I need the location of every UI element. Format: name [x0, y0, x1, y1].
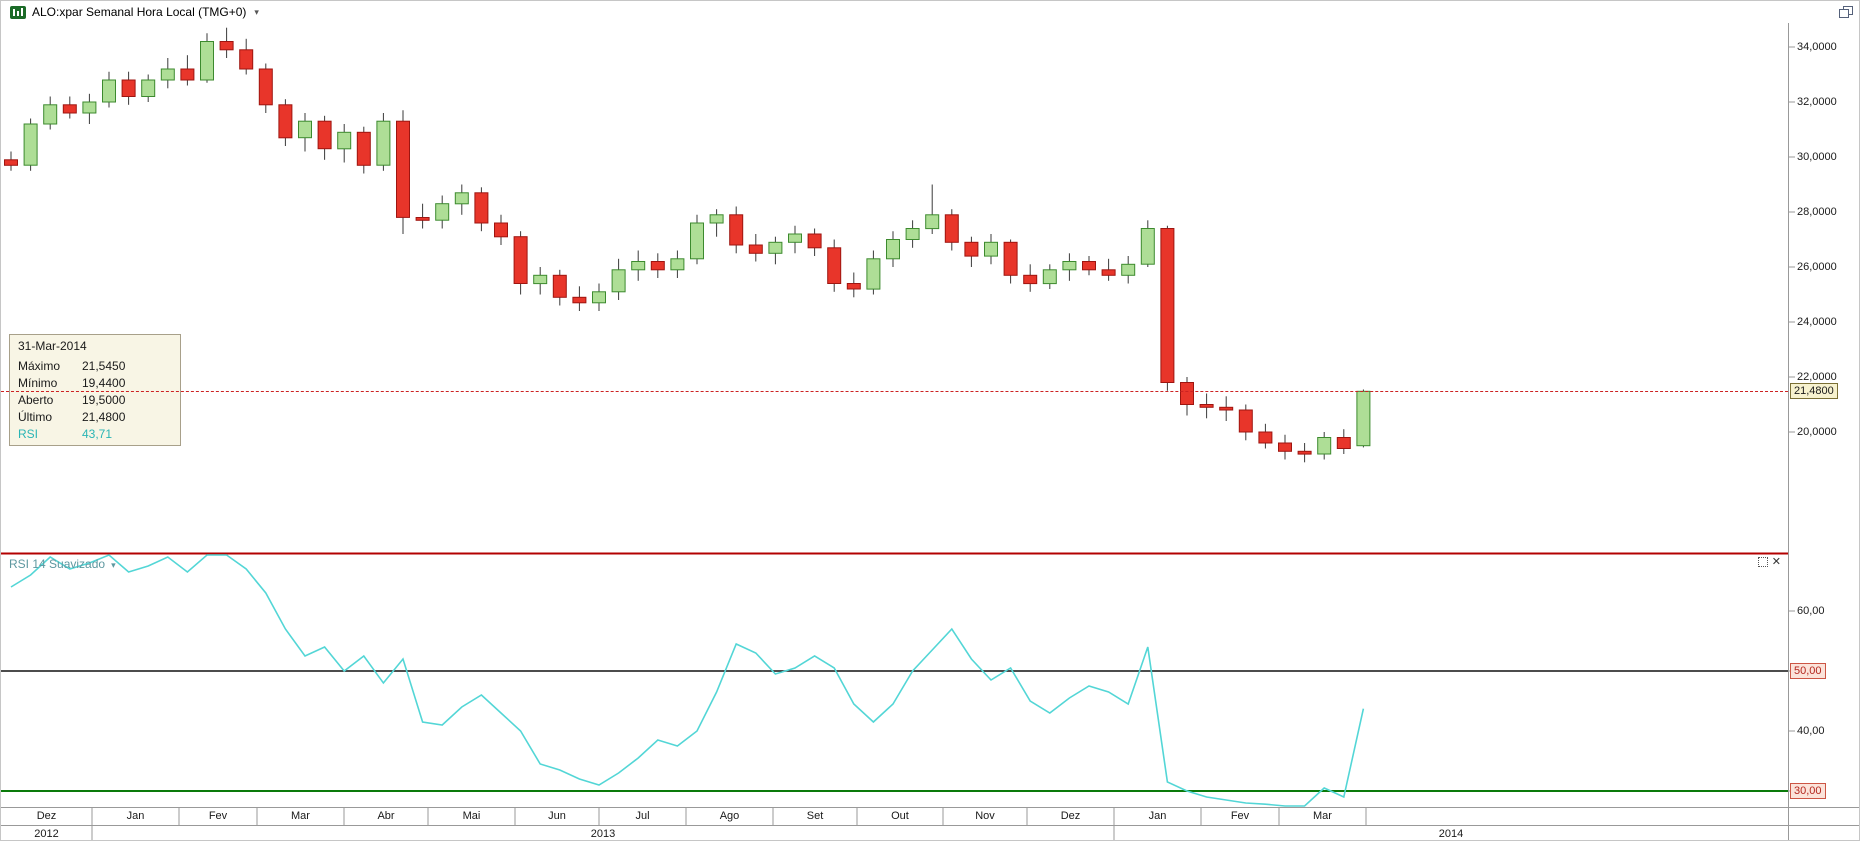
tooltip-row-last: Último 21,4800 — [18, 409, 126, 424]
chevron-down-icon[interactable]: ▾ — [111, 560, 116, 570]
candle-down — [1180, 382, 1194, 405]
candle-up — [43, 104, 58, 125]
rsi-indicator-label[interactable]: RSI 14 Suavizado — [9, 557, 106, 571]
candle-up — [454, 192, 469, 205]
candle-up — [1042, 269, 1057, 285]
candle-down — [4, 159, 18, 166]
candle-up — [984, 241, 998, 257]
candle-up — [886, 239, 900, 260]
chevron-down-icon[interactable]: ▾ — [254, 6, 259, 17]
candle-down — [1336, 437, 1351, 449]
candle-down — [1258, 431, 1273, 444]
candle-down — [474, 192, 489, 224]
candle-down — [396, 120, 410, 218]
candle-up — [102, 79, 116, 103]
candle-down — [258, 68, 273, 106]
restore-window-icon[interactable] — [1839, 6, 1853, 18]
candle-up — [1121, 263, 1136, 276]
chart-title[interactable]: ALO:xpar Semanal Hora Local (TMG+0) — [32, 5, 247, 19]
candle-up — [768, 241, 783, 254]
candle-down — [62, 104, 77, 114]
candle-up — [925, 214, 940, 230]
candle-down — [1199, 404, 1214, 408]
candle-up — [1140, 228, 1155, 265]
candle-up — [670, 258, 685, 271]
candle-up — [1317, 437, 1332, 455]
candle-up — [611, 269, 626, 293]
candle-up — [160, 68, 175, 81]
candle-down — [1082, 261, 1096, 271]
tooltip-row-open: Aberto 19,5000 — [18, 392, 126, 407]
candle-up — [200, 41, 214, 81]
rsi-line — [10, 554, 1365, 807]
candle-up — [592, 291, 606, 304]
candle-down — [650, 261, 665, 271]
candle-up — [533, 274, 548, 285]
candle-down — [415, 217, 430, 221]
candle-down — [1238, 409, 1253, 433]
candle-down — [1219, 406, 1234, 411]
candle-down — [827, 247, 842, 285]
candle-down — [1160, 228, 1175, 383]
data-tooltip: 31-Mar-2014 Máximo 21,5450 Mínimo 19,4400 … — [9, 334, 181, 446]
instrument-icon — [10, 5, 26, 19]
candle-up — [690, 222, 704, 260]
time-axis[interactable] — [1, 807, 1859, 840]
candle-down — [964, 241, 979, 257]
candle-down — [807, 233, 822, 249]
title-bar: ALO:xpar Semanal Hora Local (TMG+0) ▾ — [1, 1, 1859, 23]
candle-down — [356, 131, 371, 166]
rsi-properties-icon[interactable] — [1757, 557, 1768, 567]
candle-up — [1356, 390, 1371, 447]
candle-up — [337, 131, 352, 150]
candle-up — [788, 233, 802, 243]
candle-up — [709, 214, 724, 224]
rsi-indicator-header[interactable]: RSI 14 Suavizado ▾ — [9, 557, 116, 571]
candle-down — [180, 68, 195, 81]
candle-up — [141, 79, 156, 97]
candle-down — [1297, 450, 1312, 455]
candle-down — [1023, 274, 1038, 285]
candle-up — [23, 123, 38, 166]
candle-down — [748, 244, 763, 254]
candle-down — [317, 120, 332, 150]
candle-up — [376, 120, 391, 166]
tooltip-row-low: Mínimo 19,4400 — [18, 375, 126, 390]
last-price-line — [1, 391, 1788, 392]
price-axis[interactable] — [1789, 1, 1859, 807]
tooltip-row-rsi: RSI 43,71 — [18, 426, 113, 441]
candle-down — [1101, 269, 1116, 276]
candle-down — [944, 214, 959, 243]
candle-up — [631, 261, 646, 271]
candle-down — [278, 104, 293, 139]
candle-down — [552, 274, 567, 298]
candle-up — [435, 203, 450, 221]
candle-down — [729, 214, 744, 246]
candle-down — [513, 236, 528, 284]
candle-up — [82, 101, 97, 114]
candle-down — [494, 222, 508, 238]
candle-up — [866, 258, 881, 290]
tooltip-date: 31-Mar-2014 — [18, 339, 87, 353]
candle-up — [1062, 261, 1077, 271]
candle-down — [121, 79, 136, 97]
candle-down — [1278, 442, 1292, 452]
candle-down — [1003, 241, 1018, 276]
rsi-panel-tools: ✕ — [1757, 556, 1781, 568]
candle-down — [846, 283, 861, 290]
candle-down — [239, 49, 254, 70]
candle-down — [219, 41, 234, 51]
rsi-close-icon[interactable]: ✕ — [1771, 556, 1781, 568]
candle-up — [905, 228, 920, 240]
candle-down — [572, 296, 587, 304]
candle-up — [298, 120, 312, 139]
tooltip-row-high: Máximo 21,5450 — [18, 358, 126, 373]
